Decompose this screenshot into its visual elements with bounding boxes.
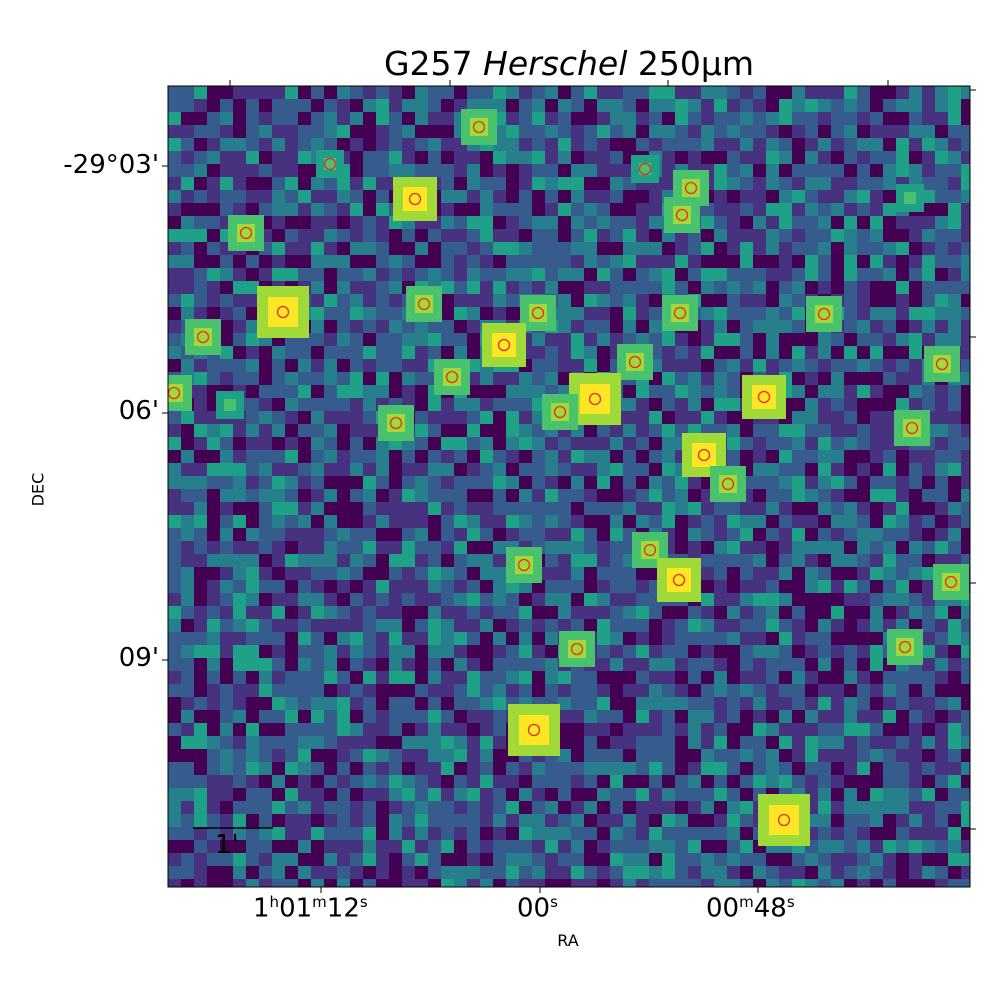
scale-bar-label: 1' <box>215 830 239 860</box>
y-axis-label: DEC <box>28 472 48 507</box>
emission-core <box>903 419 921 437</box>
source-marker-circle <box>777 813 791 827</box>
emission-core <box>719 475 737 493</box>
source-marker-circle <box>527 723 541 737</box>
plot-frame <box>167 85 971 888</box>
source-marker-circle <box>517 558 531 572</box>
emission-core <box>237 224 255 242</box>
emission-core <box>324 158 336 170</box>
title-instrument: Herschel <box>483 44 628 83</box>
emission-core <box>682 179 700 197</box>
emission-core <box>769 805 799 835</box>
emission-core <box>443 368 461 386</box>
emission-core <box>904 192 916 204</box>
source-marker-circle <box>276 305 290 319</box>
source-marker-circle <box>196 330 210 344</box>
plot-title: G257 Herschel 250μm <box>0 44 1000 83</box>
emission-core <box>626 353 644 371</box>
source-marker-circle <box>898 640 912 654</box>
source-marker-circle <box>570 642 584 656</box>
source-marker-circle <box>757 390 771 404</box>
source-marker-circle <box>905 421 919 435</box>
emission-core <box>268 297 298 327</box>
emission-core <box>641 541 659 559</box>
source-marker-circle <box>588 392 602 406</box>
y-tick-label-1: 06' <box>118 396 159 426</box>
emission-core <box>752 385 776 409</box>
source-marker-circle <box>497 338 511 352</box>
emission-core <box>224 399 236 411</box>
source-marker-circle <box>643 543 657 557</box>
source-marker-circle <box>445 370 459 384</box>
source-marker-circle <box>408 192 422 206</box>
x-tick-label-0: 1h01m12s <box>253 893 368 924</box>
source-marker-circle <box>817 307 831 321</box>
source-marker-circle <box>531 306 545 320</box>
emission-core <box>194 328 212 346</box>
emission-core <box>529 304 547 322</box>
emission-core <box>470 118 488 136</box>
source-marker-circle <box>721 477 735 491</box>
emission-core <box>515 556 533 574</box>
emission-core <box>639 163 651 175</box>
emission-core <box>415 295 433 313</box>
y-tick-label-0: -29°03' <box>63 150 159 180</box>
source-marker-circle <box>553 405 567 419</box>
source-marker-circle <box>638 162 652 176</box>
emission-core <box>492 333 516 357</box>
emission-core <box>387 414 405 432</box>
emission-core <box>551 403 569 421</box>
title-name: G257 <box>383 44 473 83</box>
source-marker-circle <box>684 181 698 195</box>
source-marker-circle <box>389 416 403 430</box>
noise-layer <box>168 86 970 887</box>
x-tick-label-2: 00m48s <box>706 893 795 924</box>
source-emission-layer <box>168 109 969 846</box>
y-tick-label-2: 09' <box>118 643 159 673</box>
title-band: 250μm <box>637 44 755 83</box>
axis-ticks <box>162 80 976 893</box>
x-axis-label: RA <box>557 931 579 950</box>
emission-core <box>580 384 610 414</box>
emission-core <box>568 640 586 658</box>
emission-core <box>692 443 716 467</box>
source-marker-circle <box>935 357 949 371</box>
source-marker-circle <box>673 306 687 320</box>
source-marker-circle <box>417 297 431 311</box>
emission-core <box>896 638 914 656</box>
emission-core <box>815 305 833 323</box>
source-marker-circle <box>239 226 253 240</box>
source-marker-circle <box>628 355 642 369</box>
emission-core <box>942 573 960 591</box>
emission-core <box>673 206 691 224</box>
source-marker-circle <box>697 448 711 462</box>
source-marker-circle <box>323 157 337 171</box>
source-marker-circle <box>672 573 686 587</box>
emission-core <box>403 187 427 211</box>
emission-core <box>933 355 951 373</box>
emission-core <box>671 304 689 322</box>
source-marker-circle <box>472 120 486 134</box>
source-marker-circle <box>675 208 689 222</box>
source-marker-circle <box>944 575 958 589</box>
source-markers <box>167 120 958 827</box>
emission-core <box>667 568 691 592</box>
x-tick-label-1: 00s <box>517 893 558 924</box>
emission-core <box>519 715 549 745</box>
